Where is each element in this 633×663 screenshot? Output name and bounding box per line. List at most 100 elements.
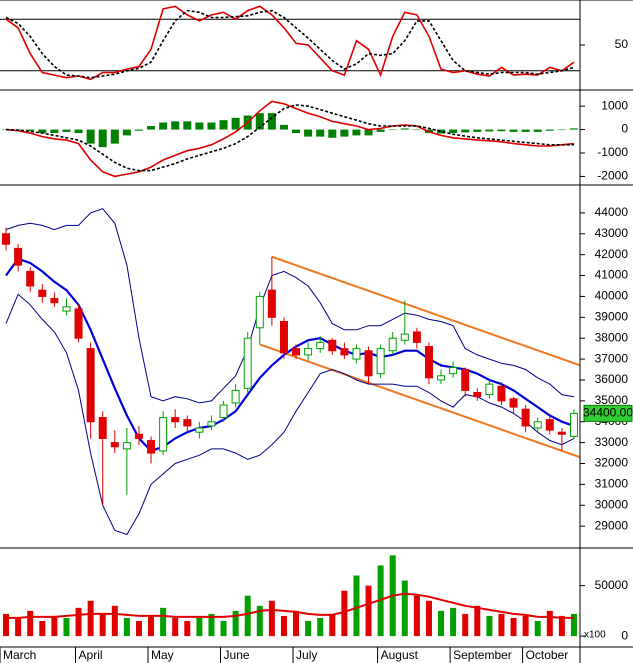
histogram-bar xyxy=(437,129,446,134)
volume-bar xyxy=(111,605,118,637)
histogram-bar xyxy=(26,129,35,132)
histogram-bar xyxy=(316,129,325,137)
candle-body xyxy=(171,417,180,423)
candle-body xyxy=(195,427,204,433)
histogram-bar xyxy=(207,122,216,130)
candle-body xyxy=(304,348,313,356)
candle-body xyxy=(569,412,578,437)
y-tick-label: 40000 xyxy=(595,289,629,303)
volume-bar xyxy=(329,613,336,637)
candle-body xyxy=(485,383,494,396)
volume-bar xyxy=(341,590,348,637)
y-tick-label: 35000 xyxy=(595,393,629,407)
histogram-bar xyxy=(485,129,494,132)
candle-body xyxy=(267,289,276,318)
volume-bar xyxy=(522,615,529,637)
volume-bar xyxy=(462,613,469,637)
y-tick-label: 30000 xyxy=(595,497,629,511)
channel-line xyxy=(259,343,581,459)
x-tick-label: October xyxy=(526,648,569,662)
candle-body xyxy=(376,348,385,375)
volume-bar xyxy=(498,613,505,637)
candle-body xyxy=(509,398,518,408)
volume-bar xyxy=(99,613,106,637)
histogram-bar xyxy=(533,129,542,132)
volume-bar xyxy=(570,613,577,637)
histogram-bar xyxy=(231,117,240,130)
volume-bar xyxy=(365,585,372,637)
histogram-bar xyxy=(279,124,288,130)
x-tick-label: July xyxy=(296,648,317,662)
candle-body xyxy=(159,417,168,452)
histogram-bar xyxy=(98,129,107,148)
volume-bar xyxy=(63,617,70,637)
histogram-bar xyxy=(62,129,71,132)
histogram-bar xyxy=(545,129,554,131)
volume-bar xyxy=(160,607,167,637)
histogram-bar xyxy=(509,129,518,132)
y-tick-label: 42000 xyxy=(595,247,629,261)
candle-body xyxy=(473,392,482,398)
indicator-line xyxy=(5,257,575,453)
y-tick-label: 1000 xyxy=(601,98,628,112)
volume-bar xyxy=(450,607,457,637)
histogram-bar xyxy=(328,129,337,138)
y-tick-label: -2000 xyxy=(597,169,628,183)
candle-body xyxy=(292,348,301,356)
volume-bar xyxy=(413,595,420,637)
candle-body xyxy=(243,337,252,389)
y-tick-label: 41000 xyxy=(595,268,629,282)
y-tick-label: 50 xyxy=(615,37,629,51)
histogram-bar xyxy=(122,129,131,136)
candle-body xyxy=(340,348,349,356)
candle-body xyxy=(437,375,446,381)
volume-bar xyxy=(305,620,312,637)
volume-bar xyxy=(27,610,34,637)
volume-bar xyxy=(15,617,22,637)
candle-body xyxy=(461,369,470,391)
candle-body xyxy=(557,431,566,435)
last-price-label: 34400.00 xyxy=(583,406,633,420)
candle-body xyxy=(521,408,530,427)
x-tick-label: May xyxy=(151,648,174,662)
volume-bar xyxy=(425,600,432,637)
candle-body xyxy=(533,421,542,429)
volume-bar xyxy=(510,617,517,637)
candle-body xyxy=(316,341,325,350)
candle-body xyxy=(50,298,59,304)
volume-bar xyxy=(184,620,191,637)
candle-body xyxy=(147,440,156,454)
histogram-bar xyxy=(267,113,276,130)
y-tick-label: 39000 xyxy=(595,309,629,323)
histogram-bar xyxy=(86,129,95,144)
volume-bar xyxy=(3,613,10,637)
candle-body xyxy=(497,385,506,402)
candle-body xyxy=(412,331,421,343)
candle-body xyxy=(207,421,216,427)
volume-bar xyxy=(534,620,541,637)
candle-body xyxy=(183,419,192,427)
y-tick-label: -1000 xyxy=(597,145,628,159)
candle-body xyxy=(279,320,288,354)
histogram-bar xyxy=(412,129,421,131)
volume-bar xyxy=(558,615,565,637)
candle-body xyxy=(219,404,228,419)
candle-body xyxy=(98,417,107,439)
candle-body xyxy=(424,346,433,379)
volume-bar xyxy=(220,620,227,637)
volume-bar xyxy=(148,615,155,637)
candle-body xyxy=(122,442,131,450)
volume-bar xyxy=(232,610,239,637)
histogram-bar xyxy=(388,129,397,131)
histogram-bar xyxy=(195,122,204,130)
volume-bar xyxy=(486,615,493,637)
volume-bar xyxy=(474,605,481,637)
volume-bar xyxy=(244,595,251,637)
y-tick-label: 44000 xyxy=(595,205,629,219)
candle-body xyxy=(388,337,397,352)
x-tick-label: June xyxy=(224,648,250,662)
indicator-line xyxy=(6,592,574,619)
candle-body xyxy=(352,348,361,360)
volume-bar xyxy=(87,600,94,637)
x-tick-label: April xyxy=(79,648,103,662)
